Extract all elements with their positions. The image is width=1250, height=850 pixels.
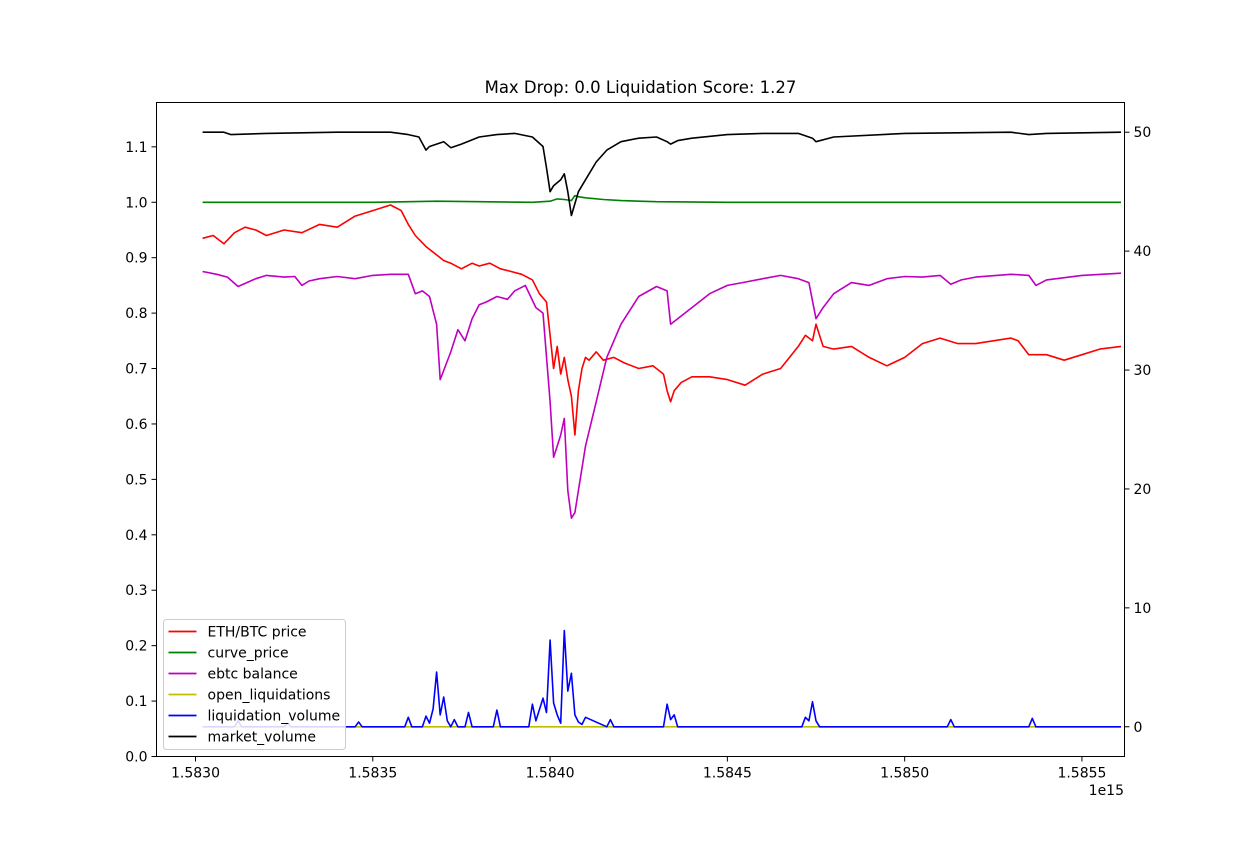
y-right-tick-label-3: 30 (1134, 363, 1152, 379)
x-tick-label-2: 1.5840 (526, 766, 575, 782)
series-line-5 (202, 131, 1122, 217)
y-left-tick-label-5: 0.5 (125, 472, 147, 488)
x-axis: 1.5830 1.5835 1.5840 1.5845 1.5850 1.5855 (171, 756, 1106, 782)
y-left-tick-label-1: 0.1 (125, 694, 147, 710)
plot-frame (156, 102, 1125, 757)
legend-label-3: open_liquidations (208, 688, 331, 704)
x-tick-label-1: 1.5835 (348, 766, 397, 782)
y-left-tick-label-6: 0.6 (125, 417, 147, 433)
series-layer (202, 131, 1122, 728)
series-line-4 (202, 629, 1121, 728)
x-tick-label-5: 1.5855 (1057, 766, 1106, 782)
chart-title: Max Drop: 0.0 Liquidation Score: 1.27 (485, 78, 797, 97)
y-axis-left: 0.0 0.1 0.2 0.3 0.4 0.5 0.6 0.7 0.8 0.9 1.0 1.1 (125, 140, 157, 766)
x-tick-label-0: 1.5830 (171, 766, 220, 782)
legend-label-0: ETH/BTC price (208, 625, 307, 641)
y-right-tick-label-0: 0 (1134, 720, 1143, 736)
y-left-tick-label-0: 0.0 (125, 750, 147, 766)
y-left-tick-label-7: 0.7 (125, 362, 147, 378)
y-left-tick-label-4: 0.4 (125, 528, 147, 544)
y-right-tick-label-1: 10 (1134, 601, 1152, 617)
x-axis-offset-label: 1e15 (1089, 783, 1124, 799)
series-line-2 (202, 270, 1122, 520)
y-left-tick-label-9: 0.9 (125, 251, 147, 267)
y-left-tick-label-8: 0.8 (125, 306, 147, 322)
legend-label-5: market_volume (208, 730, 317, 746)
series-line-1 (202, 194, 1121, 204)
legend-label-1: curve_price (208, 646, 289, 662)
legend-box (163, 619, 346, 750)
y-axis-right: 0 10 20 30 40 50 (1124, 125, 1152, 736)
x-tick-label-4: 1.5850 (880, 766, 929, 782)
y-left-tick-label-3: 0.3 (125, 583, 147, 599)
y-left-tick-label-2: 0.2 (125, 639, 147, 655)
y-left-tick-label-10: 1.0 (125, 195, 147, 211)
series-line-0 (202, 204, 1122, 436)
y-right-tick-label-4: 40 (1134, 244, 1152, 260)
y-right-tick-label-5: 50 (1134, 125, 1152, 141)
y-left-tick-label-11: 1.1 (125, 140, 147, 156)
legend-label-2: ebtc balance (208, 667, 298, 683)
x-tick-label-3: 1.5845 (703, 766, 752, 782)
y-right-tick-label-2: 20 (1134, 482, 1152, 498)
legend-label-4: liquidation_volume (208, 709, 341, 725)
